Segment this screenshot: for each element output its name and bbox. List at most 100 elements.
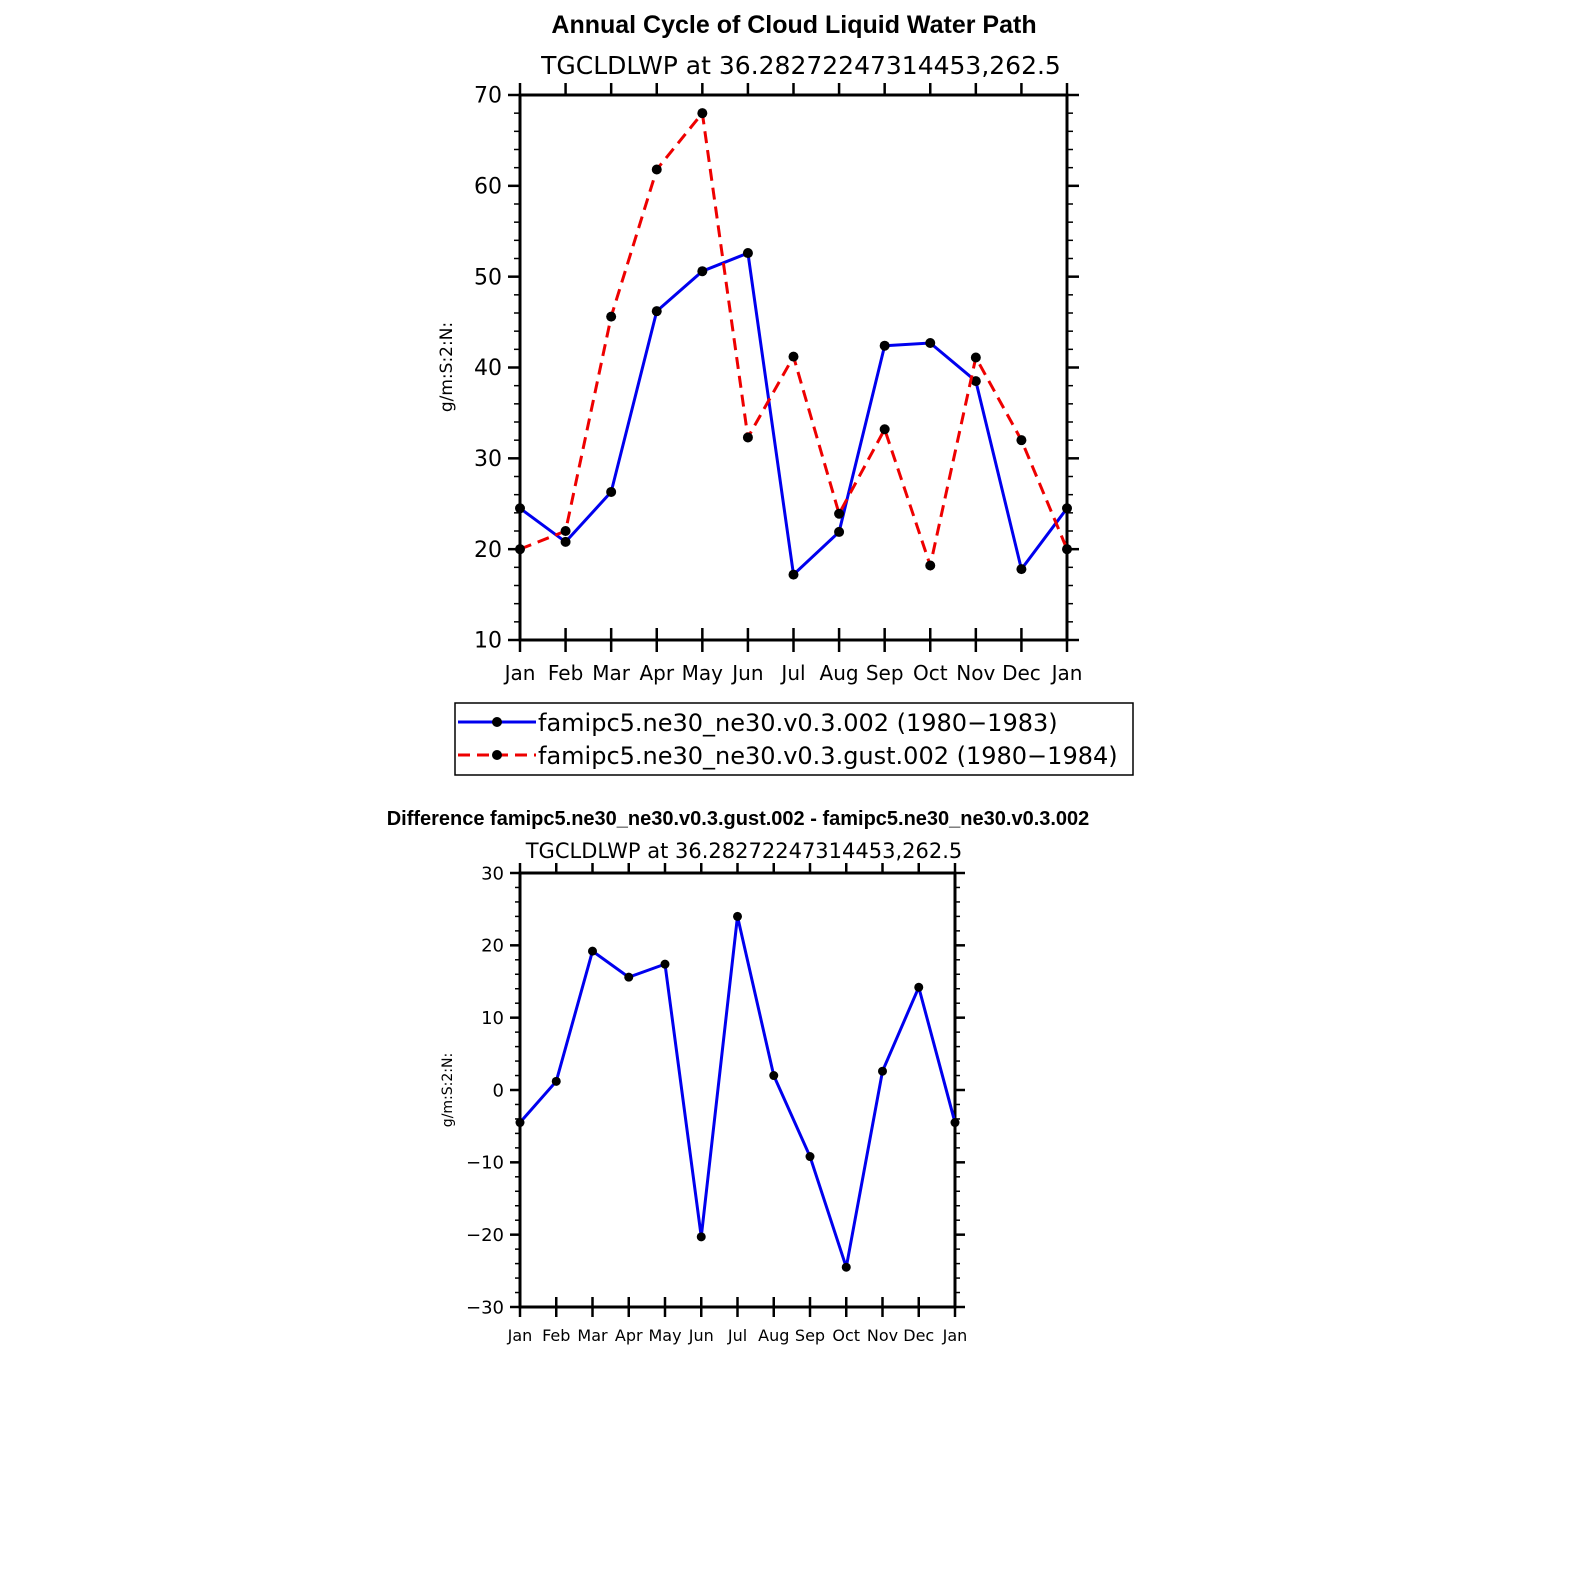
c1-series-0-point [606, 486, 617, 497]
chart1-y-tick-labels: 10 20 30 40 50 60 70 [474, 84, 502, 654]
c2-xtick-label: Jul [727, 1326, 747, 1345]
c2-xtick-label: Sep [795, 1326, 825, 1345]
chart2-y-tick-labels: −30 −20 −10 0 10 20 30 [466, 863, 504, 1318]
c2-ytick-label: 30 [481, 863, 504, 884]
c1-series-1-point [970, 352, 981, 363]
c2-ytick-label: −10 [466, 1153, 504, 1174]
c1-xtick-label: Jan [1050, 661, 1083, 685]
c1-xtick-label: Nov [956, 661, 995, 685]
c1-series-1-point [515, 544, 525, 555]
c1-xtick-label: Oct [913, 661, 948, 685]
c2-xtick-label: May [648, 1326, 681, 1345]
c1-ytick-label: 40 [474, 356, 502, 381]
legend-label-gust: famipc5.ne30_ne30.v0.3.gust.002 (1980−19… [538, 742, 1118, 770]
annual-cycle-chart: Annual Cycle of Cloud Liquid Water Path … [437, 11, 1134, 776]
c1-series-1-point [1016, 435, 1027, 446]
chart2-y-axis-label: g/m:S:2:N: [440, 1053, 456, 1127]
c1-series-1-point [1062, 544, 1072, 555]
c1-xtick-label: Feb [548, 661, 583, 685]
c2-xtick-label: Aug [758, 1326, 789, 1345]
c1-xtick-label: Apr [639, 661, 674, 685]
difference-chart: Difference famipc5.ne30_ne30.v0.3.gust.0… [387, 808, 1090, 1345]
chart2-x-tick-labels: Jan Feb Mar Apr May Jun Jul Aug Sep Oct Nov Dec Jan [507, 1326, 968, 1345]
c1-series-0-point [515, 503, 525, 514]
c1-series-1-point [742, 432, 753, 443]
c1-xtick-label: Sep [866, 661, 904, 685]
c1-series-1-point [925, 560, 936, 571]
c2-series-0-point [769, 1071, 779, 1081]
chart1-title: Annual Cycle of Cloud Liquid Water Path [551, 11, 1036, 39]
c2-series-0-point [660, 959, 670, 969]
c1-ytick-label: 50 [474, 265, 502, 290]
chart1-y-axis-label: g/m:S:2:N: [437, 322, 457, 412]
c2-series-0-point [551, 1076, 561, 1086]
c2-series-0-point [878, 1066, 887, 1076]
c2-ytick-label: 20 [481, 936, 504, 957]
c1-series-0-point [925, 337, 936, 348]
legend-swatch-model-marker [492, 717, 502, 727]
c1-series-0-point [1016, 564, 1027, 575]
c1-series-0-point [742, 248, 753, 259]
c2-xtick-label: Apr [615, 1326, 643, 1345]
chart2-subtitle: TGCLDLWP at 36.28272247314453,262.5 [525, 839, 963, 863]
c1-ytick-label: 70 [474, 84, 502, 109]
c2-series-0-point [914, 982, 924, 992]
c1-xtick-label: Mar [592, 661, 631, 685]
c1-xtick-label: Aug [820, 661, 859, 685]
c2-ytick-label: 10 [481, 1008, 504, 1029]
chart1-legend: famipc5.ne30_ne30.v0.3.002 (1980−1983) f… [454, 702, 1134, 776]
c2-ytick-label: 0 [493, 1080, 504, 1101]
c2-series-0-point [733, 911, 742, 921]
c1-series-1-point [606, 311, 617, 322]
chart2-title: Difference famipc5.ne30_ne30.v0.3.gust.0… [387, 808, 1090, 830]
legend-swatch-gust-marker [492, 750, 502, 760]
c2-ytick-label: −30 [466, 1297, 504, 1318]
c2-ytick-label: −20 [466, 1225, 504, 1246]
c2-xtick-label: Jan [507, 1326, 533, 1345]
chart2-series [515, 911, 960, 1272]
c1-series-0-point [560, 536, 571, 547]
c1-xtick-label: Jun [730, 661, 763, 685]
chart1-subtitle: TGCLDLWP at 36.28272247314453,262.5 [540, 51, 1061, 80]
c2-xtick-label: Dec [903, 1326, 934, 1345]
chart1-plot-frame [518, 93, 1069, 642]
c2-series-0-point [950, 1118, 960, 1128]
c1-series-1-point [651, 164, 662, 175]
c2-xtick-label: Jan [942, 1326, 968, 1345]
c1-series-0-point [788, 569, 799, 580]
c2-series-0-point [696, 1232, 706, 1242]
c2-series-0-point [841, 1262, 851, 1272]
chart1-ticks [508, 83, 1079, 652]
legend-label-model: famipc5.ne30_ne30.v0.3.002 (1980−1983) [538, 709, 1058, 737]
c1-xtick-label: Jan [503, 661, 536, 685]
c2-series-0-point [588, 946, 597, 956]
chart1-x-tick-labels: Jan Feb Mar Apr May Jun Jul Aug Sep Oct Nov Dec Jan [503, 661, 1083, 685]
c1-series-1-point [697, 108, 708, 119]
c1-series-0-point [879, 340, 890, 351]
c2-series-0-point [515, 1118, 525, 1128]
c1-series-1-point [879, 424, 890, 435]
c2-xtick-label: Mar [577, 1326, 608, 1345]
c1-series-1-point [834, 508, 845, 519]
c2-xtick-label: Nov [867, 1326, 898, 1345]
chart2-plot-frame [518, 871, 957, 1309]
chart1-series [515, 108, 1072, 580]
c1-xtick-label: May [682, 661, 724, 685]
c1-series-0-point [1062, 503, 1072, 514]
c2-xtick-label: Feb [542, 1326, 570, 1345]
c1-xtick-label: Jul [779, 661, 805, 685]
c2-series-0-point [805, 1152, 815, 1162]
c2-series-0-point [624, 972, 634, 982]
c2-xtick-label: Jun [688, 1326, 714, 1345]
c1-series-0-point [834, 526, 845, 537]
c1-series-1-point [788, 351, 799, 362]
c2-xtick-label: Oct [832, 1326, 860, 1345]
c1-ytick-label: 20 [474, 538, 502, 563]
legend-box [454, 702, 1134, 776]
c1-series-0-point [651, 306, 662, 317]
c1-ytick-label: 10 [474, 629, 502, 654]
c1-series-0-point [697, 266, 708, 277]
c1-series-1-point [560, 526, 571, 536]
